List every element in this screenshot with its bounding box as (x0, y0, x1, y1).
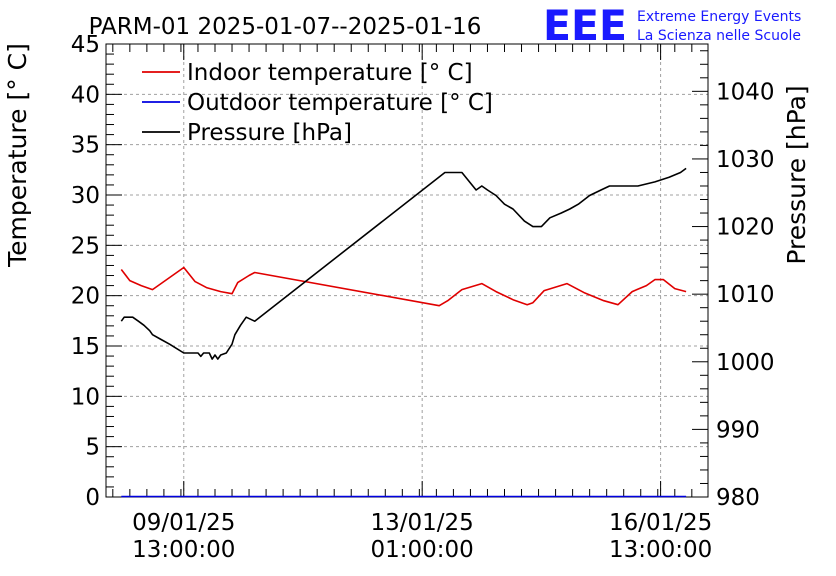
x-tick-label: 16/01/25 (609, 510, 712, 536)
y2-axis-label: Pressure [hPa] (782, 85, 811, 264)
y-tick-label: 45 (71, 32, 100, 58)
legend-outdoor-label: Outdoor temperature [° C] (187, 90, 493, 116)
y2-tick-label: 1030 (716, 147, 775, 173)
y2-tick-label: 990 (716, 417, 760, 443)
y2-tick-label: 1020 (716, 215, 775, 241)
y-tick-label: 0 (85, 485, 100, 511)
x-tick-label: 13/01/25 (371, 510, 474, 536)
indoor-temperature-line (120, 266, 687, 307)
y-tick-label: 10 (71, 384, 100, 410)
logo-line-2: La Scienza nelle Scuole (637, 28, 801, 44)
legend-indoor-label: Indoor temperature [° C] (187, 60, 473, 86)
y-tick-label: 25 (71, 233, 100, 259)
y-tick-label: 30 (71, 183, 100, 209)
y-tick-label: 40 (71, 82, 100, 108)
series (120, 167, 687, 498)
legend: Indoor temperature [° C] Outdoor temperat… (142, 60, 493, 146)
x-tick-label: 13:00:00 (609, 537, 712, 563)
labels: 0 5 10 15 20 25 30 35 40 45 980 990 1000 1010 1020 1030… (3, 32, 811, 563)
y-tick-label: 15 (71, 334, 100, 360)
chart-title: PARM-01 2025-01-07--2025-01-16 (89, 14, 482, 40)
x-tick-label: 01:00:00 (371, 537, 474, 563)
pressure-line (120, 167, 687, 360)
eee-logo: EEE (543, 1, 627, 50)
y2-tick-label: 1010 (716, 282, 775, 308)
legend-pressure-label: Pressure [hPa] (187, 120, 352, 146)
y-tick-label: 35 (71, 133, 100, 159)
y2-tick-label: 980 (716, 485, 760, 511)
y2-tick-label: 1040 (716, 79, 775, 105)
x-tick-label: 13:00:00 (132, 537, 235, 563)
y-tick-label: 20 (71, 284, 100, 310)
x-tick-label: 09/01/25 (132, 510, 235, 536)
y-tick-label: 5 (85, 435, 100, 461)
y2-tick-label: 1000 (716, 350, 775, 376)
y-axis-label: Temperature [° C] (3, 43, 32, 268)
logo-line-1: Extreme Energy Events (637, 9, 801, 25)
